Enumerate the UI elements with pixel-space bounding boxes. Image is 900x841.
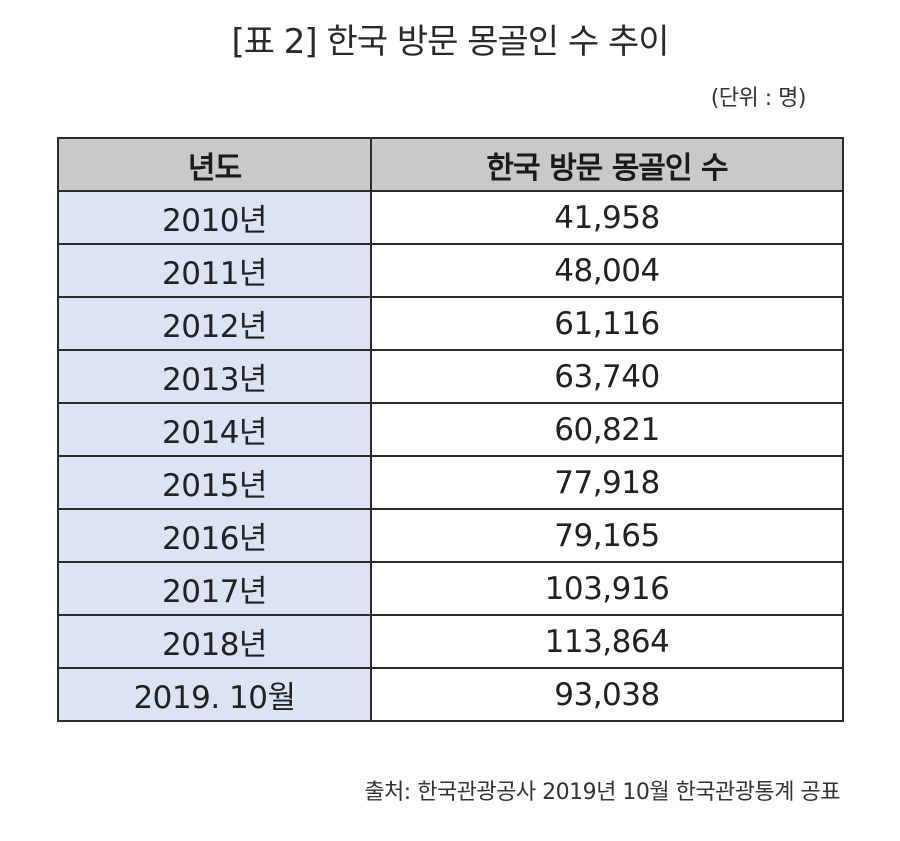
year-cell: 2013년 [57, 349, 372, 404]
count-cell: 103,916 [370, 561, 844, 616]
table-row: 2010년 41,958 [57, 190, 844, 245]
year-cell: 2018년 [57, 614, 372, 669]
count-cell: 61,116 [370, 296, 844, 351]
count-cell: 41,958 [370, 190, 844, 245]
year-cell: 2017년 [57, 561, 372, 616]
table-title: [표 2] 한국 방문 몽골인 수 추이 [231, 22, 669, 62]
year-cell: 2014년 [57, 402, 372, 457]
table-row: 2015년 77,918 [57, 455, 844, 510]
table-row: 2017년 103,916 [57, 561, 844, 616]
year-cell: 2012년 [57, 296, 372, 351]
header-row: 년도 한국 방문 몽골인 수 [57, 137, 844, 192]
count-cell: 79,165 [370, 508, 844, 563]
unit-label: (단위 : 명) [710, 86, 807, 111]
count-cell: 63,740 [370, 349, 844, 404]
count-cell: 113,864 [370, 614, 844, 669]
year-cell: 2015년 [57, 455, 372, 510]
year-cell: 2010년 [57, 190, 372, 245]
count-cell: 93,038 [370, 667, 844, 722]
table-row: 2014년 60,821 [57, 402, 844, 457]
header-year: 년도 [57, 137, 372, 192]
table-row: 2012년 61,116 [57, 296, 844, 351]
visitors-table: 년도 한국 방문 몽골인 수 2010년 41,958 2011년 48,004… [57, 137, 844, 722]
year-cell: 2016년 [57, 508, 372, 563]
header-count: 한국 방문 몽골인 수 [370, 137, 844, 192]
table-row: 2018년 113,864 [57, 614, 844, 669]
count-cell: 77,918 [370, 455, 844, 510]
table-row: 2013년 63,740 [57, 349, 844, 404]
table-row: 2019. 10월 93,038 [57, 667, 844, 722]
year-cell: 2011년 [57, 243, 372, 298]
count-cell: 48,004 [370, 243, 844, 298]
source-note: 출처: 한국관광공사 2019년 10월 한국관광통계 공표 [364, 780, 840, 805]
count-cell: 60,821 [370, 402, 844, 457]
table-row: 2011년 48,004 [57, 243, 844, 298]
year-cell: 2019. 10월 [57, 667, 372, 722]
table-row: 2016년 79,165 [57, 508, 844, 563]
